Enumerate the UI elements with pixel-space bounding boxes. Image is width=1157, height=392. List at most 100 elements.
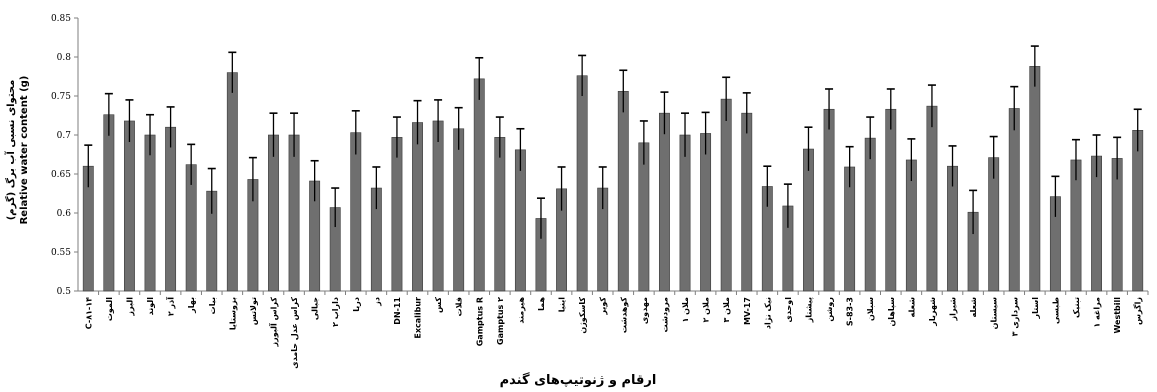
error-bar: [207, 167, 216, 214]
x-category-label: Westbill: [1113, 297, 1122, 334]
error-bar: [866, 116, 875, 160]
y-tick-label: 0.7: [57, 131, 72, 141]
x-category-label: هیرمند: [516, 297, 525, 324]
x-category-label: شعله: [969, 297, 978, 318]
x-category-label: جبالی: [311, 297, 320, 320]
x-category-label: الموت: [105, 297, 114, 321]
error-bar: [187, 143, 196, 185]
x-category-label: داراب ۲: [331, 297, 340, 327]
bar: [144, 134, 156, 292]
x-category-label: کراس عدل حامدی: [290, 297, 300, 369]
y-tick-labels: 0.5 0.55 0.6 0.65 0.7 0.75 0.8 0.85: [51, 14, 78, 297]
y-tick-label: 0.55: [51, 248, 71, 258]
y-tick-label: 0.85: [51, 14, 71, 24]
bar: [514, 149, 526, 292]
x-category-label: اینیا: [558, 297, 567, 313]
x-category-label: آذر ۲: [166, 297, 176, 316]
error-bar: [969, 189, 978, 235]
error-bar: [269, 112, 278, 157]
error-bar: [392, 116, 401, 158]
error-bar: [1030, 45, 1039, 87]
error-bar: [475, 56, 484, 100]
error-bar: [948, 145, 957, 187]
bar: [412, 122, 423, 292]
bar: [926, 105, 938, 292]
x-category-label: سپاهان: [887, 297, 896, 327]
error-bar: [1113, 136, 1122, 180]
x-category-label: زاگرس: [1133, 297, 1144, 325]
x-category-label: شعله: [907, 297, 916, 318]
error-bar: [84, 144, 93, 188]
x-category-label: الوند: [146, 297, 155, 316]
x-category-label: C-۸۱-۱۴: [84, 297, 93, 329]
bar: [576, 75, 588, 292]
x-category-label: دز: [372, 297, 381, 307]
bar: [453, 128, 465, 292]
error-bar: [104, 92, 113, 136]
error-bar: [331, 187, 340, 228]
bar: [700, 133, 712, 292]
error-bar: [372, 166, 381, 210]
x-category-label: ملان ۲: [702, 297, 711, 323]
x-category-label: سرداری ۳: [1010, 297, 1019, 336]
error-bar: [598, 166, 607, 210]
error-bar: [763, 165, 772, 207]
x-category-label: کاسکوژن: [578, 297, 587, 334]
error-bar: [927, 84, 936, 128]
bar: [391, 137, 403, 292]
bar: [1029, 66, 1041, 292]
x-category-label: روشن: [825, 297, 834, 322]
bar: [864, 137, 876, 292]
bars: [82, 66, 1144, 292]
error-bar: [660, 91, 669, 135]
x-category-label: کس: [434, 297, 444, 313]
x-category-label: تولاتس: [249, 297, 259, 325]
bar: [823, 108, 835, 292]
x-category-label: استار: [1031, 297, 1040, 320]
x-category-label: بیات: [208, 297, 217, 314]
error-bar: [701, 111, 710, 155]
bar: [288, 134, 300, 292]
error-bar: [1092, 134, 1101, 178]
error-bar: [228, 51, 237, 93]
error-bar: [742, 92, 751, 134]
x-category-label: تبنیک: [1072, 297, 1081, 318]
x-category-label: DN-11: [393, 297, 402, 325]
x-category-label: بزوستایا: [228, 297, 237, 330]
error-bar: [619, 69, 628, 113]
x-category-label: شهریار: [928, 297, 937, 327]
bar: [658, 112, 670, 292]
x-category-label: شیراز: [949, 297, 958, 322]
y-tick-label: 0.5: [57, 287, 72, 297]
x-category-labels: C-۸۱-۱۴ الموت البرز الوند آذر ۲ بهار بیات بزوست…: [84, 291, 1149, 369]
bar: [226, 72, 238, 292]
error-bar: [886, 88, 895, 130]
bar: [720, 98, 732, 292]
error-bar: [166, 106, 175, 148]
y-tick-label: 0.6: [57, 209, 72, 219]
x-category-label: Excalibur: [414, 297, 423, 339]
x-axis-title: ارقام و ژنوتیپ‌های گندم: [500, 372, 657, 388]
x-category-label: نیک نژاد: [763, 297, 772, 329]
bar: [741, 112, 753, 292]
y-axis-title-persian: محتوای نسبی آب برگ (گرم): [4, 80, 17, 221]
x-category-label: ملان ۳: [722, 297, 731, 323]
error-bar: [1051, 175, 1060, 217]
error-bar: [248, 156, 257, 202]
error-bar: [825, 88, 834, 130]
error-bar: [351, 110, 360, 155]
bar: [350, 132, 362, 292]
x-category-label: فلات: [455, 297, 464, 316]
x-category-label: دریا: [352, 297, 361, 312]
x-category-label: سبلان: [866, 297, 875, 321]
bar: [268, 134, 279, 292]
bar: [123, 120, 135, 292]
x-category-label: S-83-3: [846, 297, 855, 326]
bar: [617, 91, 629, 292]
error-bar: [1133, 108, 1142, 152]
error-bar: [845, 145, 854, 188]
x-category-label: MV-17: [743, 297, 752, 325]
x-category-label: البرز: [125, 297, 134, 317]
